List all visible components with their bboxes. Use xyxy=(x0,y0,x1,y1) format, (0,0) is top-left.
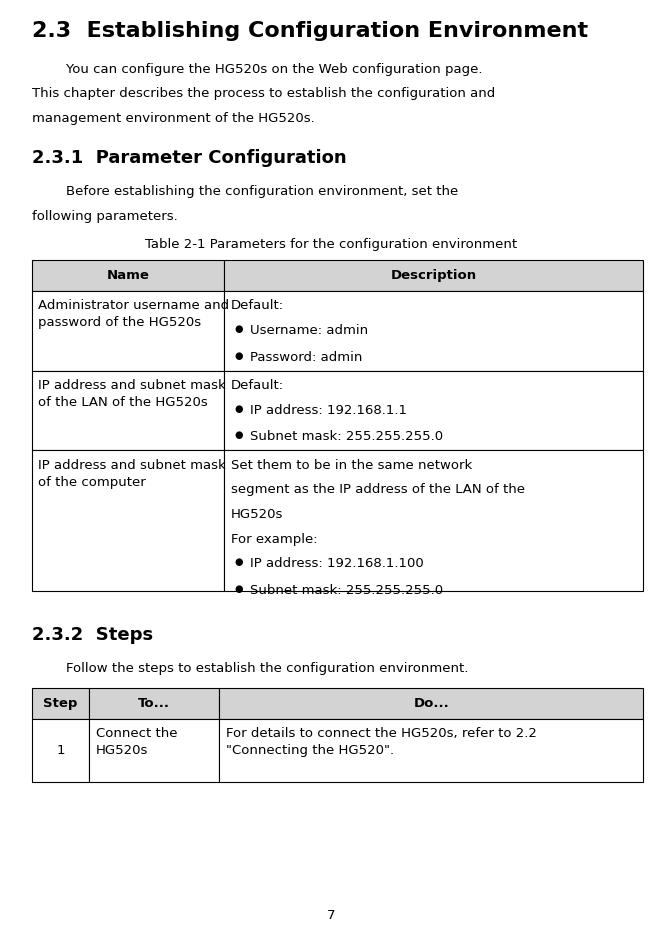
Text: You can configure the HG520s on the Web configuration page.: You can configure the HG520s on the Web … xyxy=(32,63,483,76)
Text: IP address and subnet mask
of the LAN of the HG520s: IP address and subnet mask of the LAN of… xyxy=(38,379,226,409)
Bar xyxy=(32,719,89,782)
Text: Name: Name xyxy=(107,270,150,282)
Text: IP address and subnet mask
of the computer: IP address and subnet mask of the comput… xyxy=(38,459,226,489)
Text: Subnet mask: 255.255.255.0: Subnet mask: 255.255.255.0 xyxy=(250,584,443,596)
Text: Default:: Default: xyxy=(231,379,284,392)
Text: Subnet mask: 255.255.255.0: Subnet mask: 255.255.255.0 xyxy=(250,431,443,443)
Text: management environment of the HG520s.: management environment of the HG520s. xyxy=(32,112,314,125)
Bar xyxy=(32,688,89,719)
Text: This chapter describes the process to establish the configuration and: This chapter describes the process to es… xyxy=(32,87,495,100)
Text: 1: 1 xyxy=(56,744,65,757)
Text: 7: 7 xyxy=(327,909,335,922)
Text: Do...: Do... xyxy=(413,697,449,709)
Bar xyxy=(32,371,224,450)
Bar xyxy=(224,260,643,291)
Bar xyxy=(32,450,224,591)
Text: Description: Description xyxy=(391,270,477,282)
Bar xyxy=(32,260,224,291)
Bar xyxy=(224,291,643,371)
Text: Step: Step xyxy=(43,697,77,709)
Text: ●: ● xyxy=(234,431,243,440)
Text: 2.3.2  Steps: 2.3.2 Steps xyxy=(32,626,153,644)
Text: IP address: 192.168.1.100: IP address: 192.168.1.100 xyxy=(250,557,424,570)
Text: Username: admin: Username: admin xyxy=(250,324,367,337)
Text: Default:: Default: xyxy=(231,300,284,313)
Bar xyxy=(224,450,643,591)
Text: Connect the
HG520s: Connect the HG520s xyxy=(96,727,177,757)
Bar xyxy=(89,688,219,719)
Text: IP address: 192.168.1.1: IP address: 192.168.1.1 xyxy=(250,403,406,417)
Text: ●: ● xyxy=(234,584,243,593)
Text: Set them to be in the same network: Set them to be in the same network xyxy=(231,459,472,472)
Text: 2.3  Establishing Configuration Environment: 2.3 Establishing Configuration Environme… xyxy=(32,21,588,40)
Bar xyxy=(32,291,224,371)
Text: ●: ● xyxy=(234,403,243,414)
Text: ●: ● xyxy=(234,324,243,334)
Bar xyxy=(219,688,643,719)
Text: segment as the IP address of the LAN of the: segment as the IP address of the LAN of … xyxy=(231,483,525,496)
Text: For details to connect the HG520s, refer to 2.2
"Connecting the HG520".: For details to connect the HG520s, refer… xyxy=(226,727,536,757)
Bar xyxy=(224,371,643,450)
Bar xyxy=(219,719,643,782)
Text: To...: To... xyxy=(138,697,170,709)
Text: Password: admin: Password: admin xyxy=(250,351,362,363)
Text: Before establishing the configuration environment, set the: Before establishing the configuration en… xyxy=(32,185,458,198)
Text: following parameters.: following parameters. xyxy=(32,210,177,223)
Text: Table 2-1 Parameters for the configuration environment: Table 2-1 Parameters for the configurati… xyxy=(145,238,517,251)
Text: For example:: For example: xyxy=(231,533,318,546)
Bar xyxy=(89,719,219,782)
Text: HG520s: HG520s xyxy=(231,508,283,521)
Text: ●: ● xyxy=(234,557,243,567)
Text: 2.3.1  Parameter Configuration: 2.3.1 Parameter Configuration xyxy=(32,150,346,168)
Text: ●: ● xyxy=(234,351,243,360)
Text: Follow the steps to establish the configuration environment.: Follow the steps to establish the config… xyxy=(32,662,468,675)
Text: Administrator username and
password of the HG520s: Administrator username and password of t… xyxy=(38,300,230,329)
